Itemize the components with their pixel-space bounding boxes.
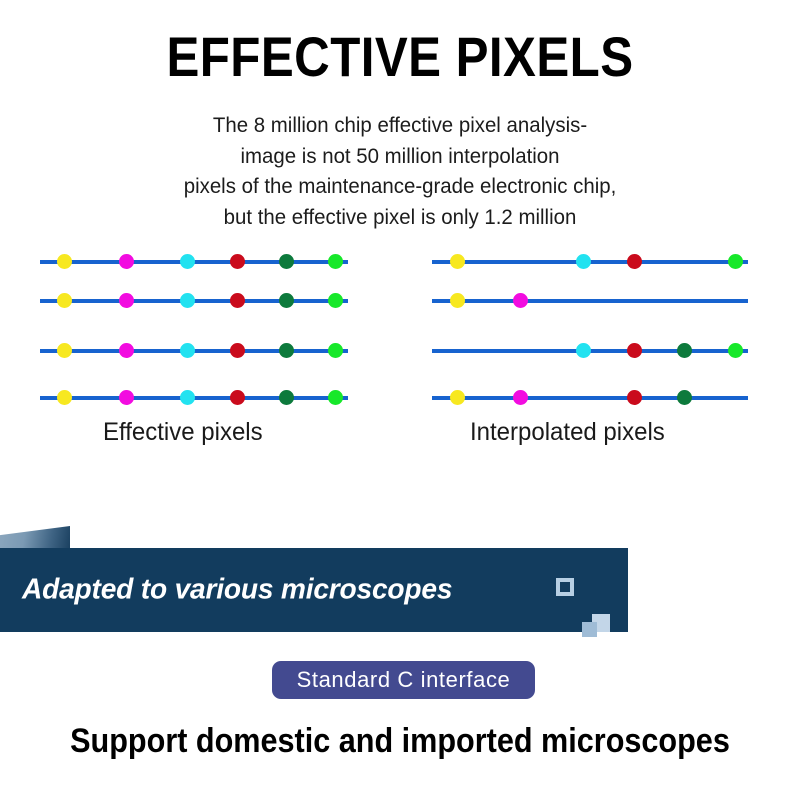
pixel-dot: [118, 254, 134, 269]
pixel-dot: [278, 254, 294, 269]
effective-pixels-diagram: [40, 246, 348, 412]
pixel-dot: [278, 293, 294, 308]
description-line-1: The 8 million chip effective pixel analy…: [212, 113, 588, 137]
pixel-dot: [118, 390, 134, 405]
pixel-dot: [727, 254, 743, 269]
banner: Adapted to various microscopes: [0, 548, 628, 637]
pixel-dot: [576, 254, 592, 269]
pixel-dot: [229, 390, 245, 405]
badge-label: Standard C interface: [296, 667, 511, 692]
pixel-row: [40, 343, 348, 359]
pixel-row: [432, 293, 748, 309]
pixel-row: [40, 390, 348, 406]
pixel-dot: [677, 390, 693, 405]
pixel-dot: [118, 293, 134, 308]
pixel-dot: [328, 343, 344, 358]
pixel-dot: [576, 343, 592, 358]
pixel-comparison-diagram: [0, 246, 800, 412]
interpolated-pixels-diagram: [432, 246, 748, 412]
page-title: EFFECTIVE PIXELS: [166, 25, 634, 88]
pixel-row-line: [432, 396, 748, 400]
pixel-dot: [626, 254, 642, 269]
pixel-dot: [57, 390, 73, 405]
footer-tagline: Support domestic and imported microscope…: [70, 722, 730, 760]
square-filled-small-icon: [582, 622, 597, 637]
pixel-dot: [449, 254, 465, 269]
pixel-dot: [229, 293, 245, 308]
pixel-dot: [180, 390, 196, 405]
pixel-row: [40, 254, 348, 270]
pixel-dot: [626, 343, 642, 358]
effective-pixels-caption: Effective pixels: [103, 418, 263, 446]
pixel-row-line: [432, 299, 748, 303]
pixel-dot: [229, 254, 245, 269]
pixel-dot: [278, 390, 294, 405]
pixel-dot: [57, 343, 73, 358]
pixel-dot: [512, 390, 528, 405]
banner-section: Adapted to various microscopes: [0, 526, 680, 638]
banner-corner-tab-decoration: [0, 526, 70, 550]
standard-c-interface-badge: Standard C interface: [272, 661, 535, 699]
pixel-dot: [328, 254, 344, 269]
pixel-dot: [449, 293, 465, 308]
pixel-dot: [328, 390, 344, 405]
pixel-dot: [180, 343, 196, 358]
description-line-3: pixels of the maintenance-grade electron…: [183, 174, 617, 199]
pixel-dot: [229, 343, 245, 358]
pixel-dot: [118, 343, 134, 358]
pixel-dot: [278, 343, 294, 358]
description-line-4: but the effective pixel is only 1.2 mill…: [223, 204, 577, 229]
pixel-dot: [57, 293, 73, 308]
pixel-row: [432, 390, 748, 406]
pixel-dot: [328, 293, 344, 308]
pixel-dot: [57, 254, 73, 269]
banner-title: Adapted to various microscopes: [22, 573, 453, 606]
pixel-dot: [626, 390, 642, 405]
pixel-dot: [449, 390, 465, 405]
description-paragraph: The 8 million chip effective pixel analy…: [115, 110, 685, 232]
pixel-row: [432, 343, 748, 359]
square-outline-icon: [556, 578, 574, 596]
pixel-dot: [180, 293, 196, 308]
pixel-dot: [727, 343, 743, 358]
description-line-2: image is not 50 million interpolation: [240, 143, 560, 168]
pixel-dot: [677, 343, 693, 358]
pixel-dot: [512, 293, 528, 308]
pixel-dot: [180, 254, 196, 269]
interpolated-pixels-caption: Interpolated pixels: [470, 418, 665, 446]
pixel-row: [432, 254, 748, 270]
pixel-row: [40, 293, 348, 309]
